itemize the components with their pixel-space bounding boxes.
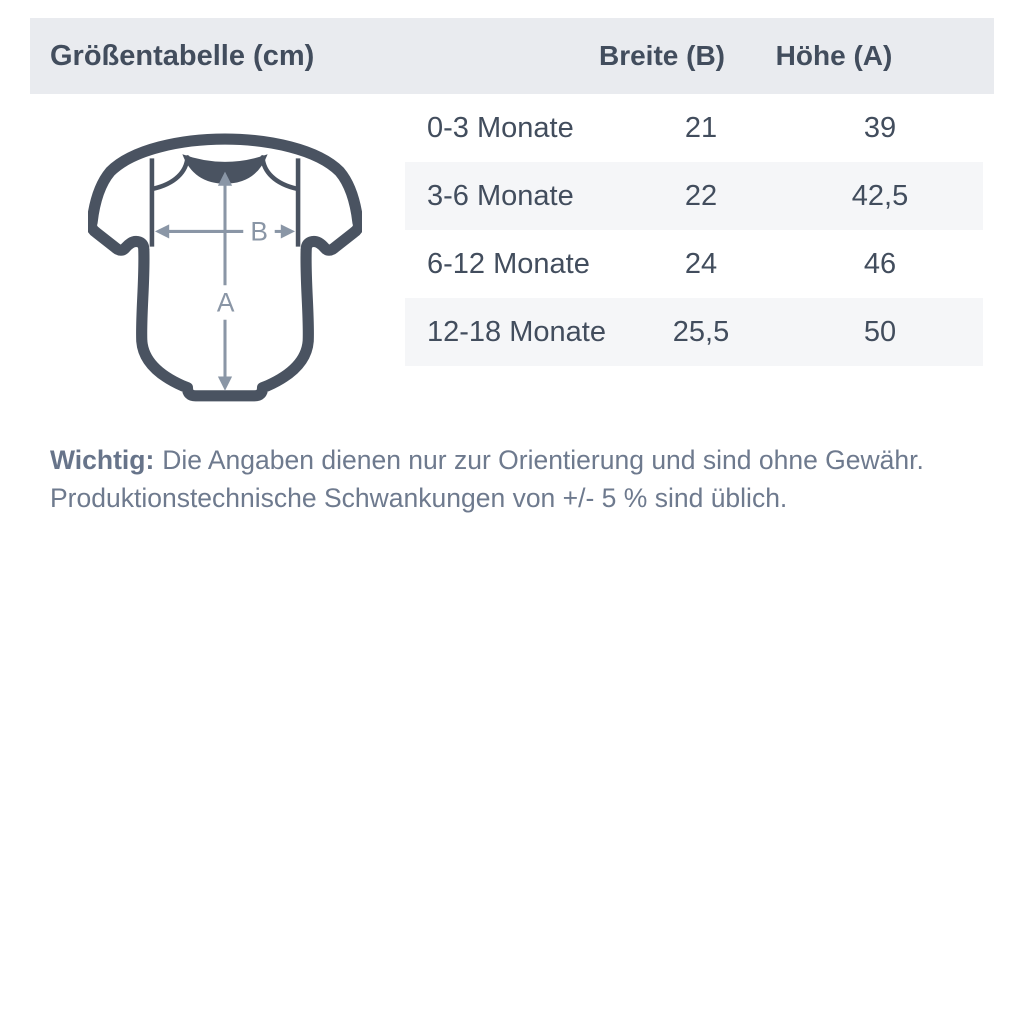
size-table: 0-3 Monate 21 39 3-6 Monate 22 42,5 6-12… (405, 94, 983, 366)
disclaimer-line-1: Wichtig: Die Angaben dienen nur zur Orien… (50, 441, 990, 479)
height-arrow (217, 171, 233, 391)
table-row: 12-18 Monate 25,5 50 (405, 298, 983, 366)
height-value: 46 (863, 248, 897, 280)
height-value: 39 (863, 112, 897, 144)
disclaimer-text-1: Die Angaben dienen nur zur Orientierung … (162, 445, 924, 475)
width-value: 21 (684, 112, 718, 144)
baby-bodysuit-icon: A B (88, 133, 362, 402)
height-dimension-label: A (217, 288, 235, 318)
measurement-diagram: A B (88, 133, 362, 407)
width-value: 24 (684, 248, 718, 280)
width-value: 25,5 (672, 316, 730, 348)
table-header-bar: Größentabelle (cm) Breite (B) Höhe (A) (30, 18, 994, 94)
disclaimer-line-2: Produktionstechnische Schwankungen von +… (50, 483, 788, 513)
disclaimer-prefix: Wichtig: (50, 445, 155, 475)
width-dimension-label: B (250, 217, 268, 247)
table-row: 0-3 Monate 21 39 (405, 94, 983, 162)
width-arrow (154, 224, 296, 239)
page-title: Größentabelle (cm) (50, 40, 315, 72)
disclaimer-note: Wichtig: Die Angaben dienen nur zur Orien… (50, 441, 990, 517)
table-row: 3-6 Monate 22 42,5 (405, 162, 983, 230)
table-row: 6-12 Monate 24 46 (405, 230, 983, 298)
size-label: 3-6 Monate (427, 180, 574, 212)
size-label: 0-3 Monate (427, 112, 574, 144)
size-label: 12-18 Monate (427, 316, 606, 348)
column-header-width: Breite (B) (598, 40, 726, 71)
size-label: 6-12 Monate (427, 248, 590, 280)
width-value: 22 (684, 180, 718, 212)
height-value: 42,5 (851, 180, 909, 212)
column-header-height: Höhe (A) (775, 40, 893, 71)
height-value: 50 (863, 316, 897, 348)
